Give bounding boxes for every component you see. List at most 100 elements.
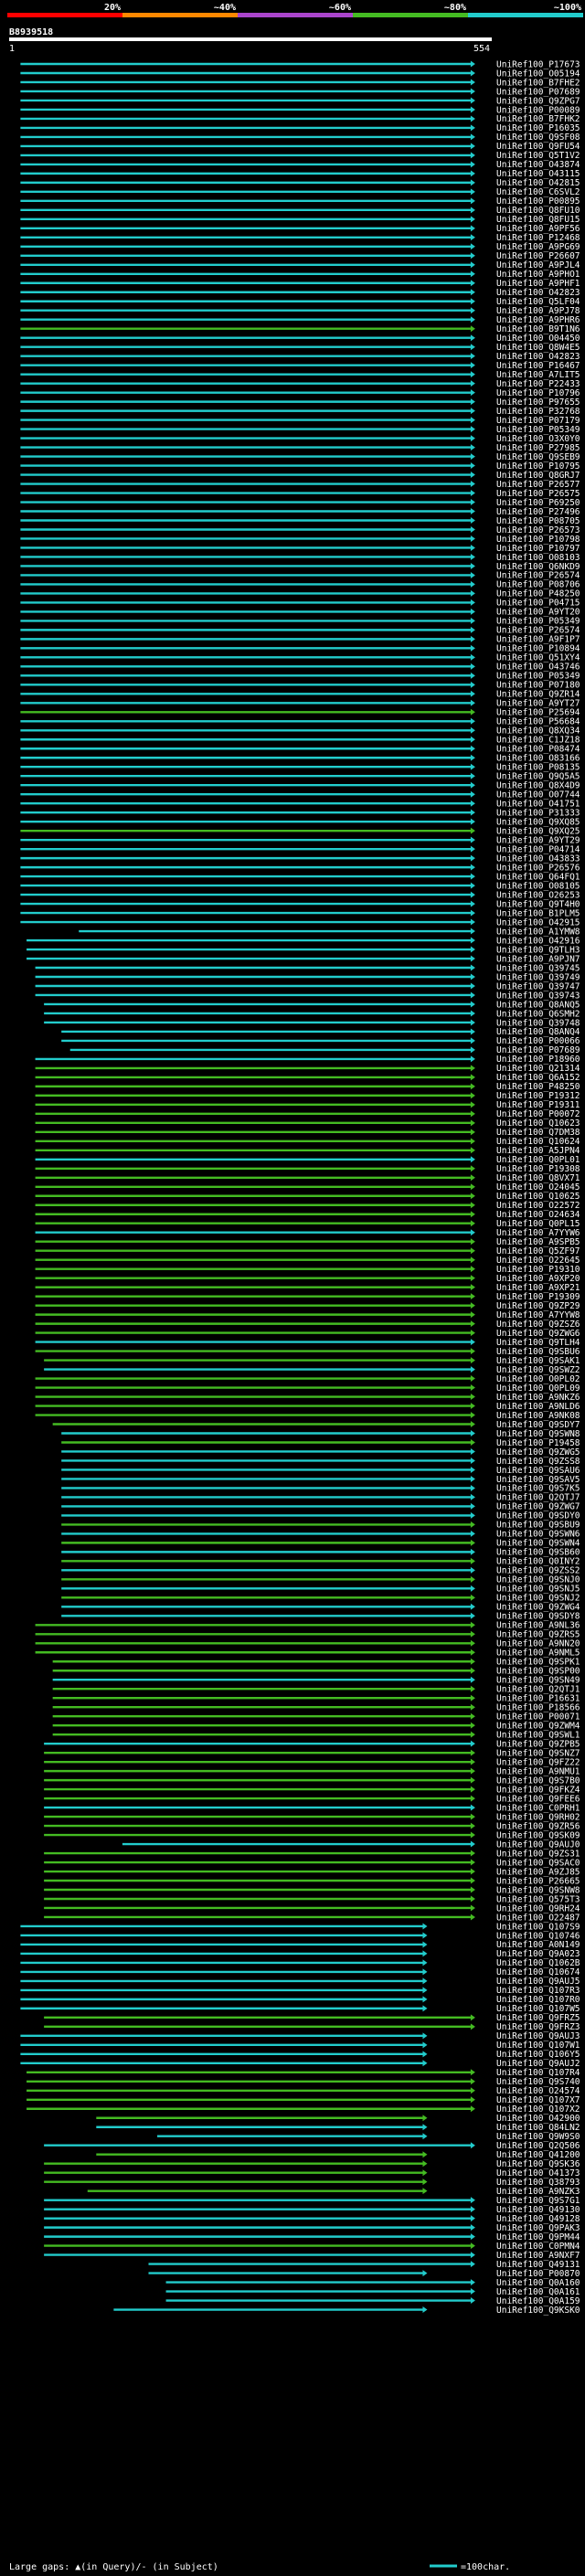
hit-label[interactable]: UniRef100_Q9W9S0: [496, 2132, 580, 2142]
hit-label[interactable]: UniRef100_Q8VX71: [496, 1173, 580, 1183]
hit-label[interactable]: UniRef100_P97655: [496, 398, 580, 408]
hit-label[interactable]: UniRef100_Q9SNW8: [496, 1885, 580, 1895]
hit-label[interactable]: UniRef100_O24045: [496, 1182, 580, 1193]
hit-label[interactable]: UniRef100_O04450: [496, 334, 580, 344]
hit-label[interactable]: UniRef100_Q8ANQ4: [496, 1027, 580, 1037]
hit-label[interactable]: UniRef100_Q10623: [496, 1118, 580, 1129]
hit-label[interactable]: UniRef100_P05349: [496, 672, 580, 682]
hit-label[interactable]: UniRef100_Q9SWN8: [496, 1429, 580, 1439]
hit-label[interactable]: UniRef100_P00066: [496, 1036, 580, 1046]
hit-label[interactable]: UniRef100_Q0A161: [496, 2287, 580, 2297]
hit-label[interactable]: UniRef100_O24574: [496, 2086, 580, 2096]
hit-label[interactable]: UniRef100_P05349: [496, 425, 580, 435]
hit-label[interactable]: UniRef100_P08474: [496, 745, 580, 755]
hit-label[interactable]: UniRef100_Q9SNZ7: [496, 1748, 580, 1758]
hit-label[interactable]: UniRef100_A9NL36: [496, 1621, 580, 1631]
hit-label[interactable]: UniRef100_O42823: [496, 352, 580, 362]
hit-label[interactable]: UniRef100_O42915: [496, 917, 580, 928]
hit-label[interactable]: UniRef100_Q9SP00: [496, 1667, 580, 1677]
hit-label[interactable]: UniRef100_Q9SK09: [496, 1830, 580, 1840]
hit-label[interactable]: UniRef100_P19310: [496, 1265, 580, 1275]
hit-label[interactable]: UniRef100_P26576: [496, 863, 580, 873]
hit-label[interactable]: UniRef100_P19312: [496, 1091, 580, 1101]
hit-label[interactable]: UniRef100_Q9AUJ5: [496, 1977, 580, 1987]
hit-label[interactable]: UniRef100_P10796: [496, 388, 580, 398]
hit-label[interactable]: UniRef100_P26573: [496, 525, 580, 535]
hit-label[interactable]: UniRef100_Q9FU54: [496, 142, 580, 152]
hit-label[interactable]: UniRef100_Q51XY4: [496, 653, 580, 663]
hit-label[interactable]: UniRef100_O22487: [496, 1913, 580, 1923]
hit-label[interactable]: UniRef100_C1JZ18: [496, 736, 580, 746]
hit-label[interactable]: UniRef100_Q9SB60: [496, 1548, 580, 1558]
hit-label[interactable]: UniRef100_Q9ZS31: [496, 1849, 580, 1859]
hit-label[interactable]: UniRef100_O26253: [496, 890, 580, 900]
hit-label[interactable]: UniRef100_P07180: [496, 681, 580, 691]
hit-label[interactable]: UniRef100_Q9SWZ2: [496, 1365, 580, 1375]
hit-label[interactable]: UniRef100_O22645: [496, 1256, 580, 1266]
hit-label[interactable]: UniRef100_Q49130: [496, 2205, 580, 2215]
hit-label[interactable]: UniRef100_A9PHR6: [496, 315, 580, 325]
hit-label[interactable]: UniRef100_A9ZJ85: [496, 1867, 580, 1877]
hit-label[interactable]: UniRef100_P00089: [496, 105, 580, 115]
hit-label[interactable]: UniRef100_Q9SBU6: [496, 1347, 580, 1357]
hit-label[interactable]: UniRef100_Q9Q5A5: [496, 772, 580, 782]
hit-label[interactable]: UniRef100_P18960: [496, 1055, 580, 1065]
hit-label[interactable]: UniRef100_Q2QTJ1: [496, 1685, 580, 1695]
hit-label[interactable]: UniRef100_Q9ZPG7: [496, 96, 580, 106]
hit-label[interactable]: UniRef100_P27985: [496, 443, 580, 453]
hit-label[interactable]: UniRef100_Q9S7B0: [496, 1776, 580, 1786]
hit-label[interactable]: UniRef100_A9NK08: [496, 1411, 580, 1421]
hit-label[interactable]: UniRef100_Q9ZR14: [496, 690, 580, 700]
hit-label[interactable]: UniRef100_A9PJ78: [496, 306, 580, 316]
hit-label[interactable]: UniRef100_A9XP21: [496, 1283, 580, 1293]
hit-label[interactable]: UniRef100_Q9FKZ4: [496, 1785, 580, 1795]
hit-label[interactable]: UniRef100_P08706: [496, 580, 580, 590]
hit-label[interactable]: UniRef100_A7YYW8: [496, 1310, 580, 1320]
hit-label[interactable]: UniRef100_Q9S7K5: [496, 1484, 580, 1494]
hit-label[interactable]: UniRef100_Q6NKD9: [496, 562, 580, 572]
hit-label[interactable]: UniRef100_P26577: [496, 480, 580, 490]
hit-label[interactable]: UniRef100_Q2QTJ7: [496, 1493, 580, 1503]
hit-label[interactable]: UniRef100_Q9ZP29: [496, 1301, 580, 1311]
hit-label[interactable]: UniRef100_P26574: [496, 571, 580, 581]
hit-label[interactable]: UniRef100_Q0INY2: [496, 1557, 580, 1567]
hit-label[interactable]: UniRef100_Q8ANQ5: [496, 1000, 580, 1010]
hit-label[interactable]: UniRef100_Q107S9: [496, 1922, 580, 1932]
hit-label[interactable]: UniRef100_A9PHF1: [496, 279, 580, 289]
hit-label[interactable]: UniRef100_Q9SK36: [496, 2159, 580, 2169]
hit-label[interactable]: UniRef100_P17673: [496, 59, 580, 69]
hit-label[interactable]: UniRef100_Q8FU10: [496, 206, 580, 216]
hit-label[interactable]: UniRef100_Q9FZ22: [496, 1757, 580, 1767]
hit-label[interactable]: UniRef100_A9SPB5: [496, 1237, 580, 1247]
hit-label[interactable]: UniRef100_P26607: [496, 251, 580, 261]
hit-label[interactable]: UniRef100_A7YYW6: [496, 1228, 580, 1238]
hit-label[interactable]: UniRef100_Q10674: [496, 1967, 580, 1977]
hit-label[interactable]: UniRef100_Q8X4D9: [496, 781, 580, 791]
hit-label[interactable]: UniRef100_Q9RH24: [496, 1903, 580, 1913]
hit-label[interactable]: UniRef100_Q9KSK0: [496, 2306, 580, 2316]
hit-label[interactable]: UniRef100_Q0A160: [496, 2278, 580, 2288]
hit-label[interactable]: UniRef100_P31333: [496, 808, 580, 818]
hit-label[interactable]: UniRef100_A9PG69: [496, 242, 580, 252]
hit-label[interactable]: UniRef100_Q9FEE6: [496, 1794, 580, 1804]
hit-label[interactable]: UniRef100_P26575: [496, 489, 580, 499]
hit-label[interactable]: UniRef100_Q9XQ25: [496, 826, 580, 836]
hit-label[interactable]: UniRef100_P19309: [496, 1292, 580, 1302]
hit-label[interactable]: UniRef100_P22433: [496, 379, 580, 389]
hit-label[interactable]: UniRef100_P07689: [496, 87, 580, 97]
hit-label[interactable]: UniRef100_Q10746: [496, 1931, 580, 1941]
hit-label[interactable]: UniRef100_Q9A023: [496, 1949, 580, 1959]
hit-label[interactable]: UniRef100_P16035: [496, 123, 580, 133]
hit-label[interactable]: UniRef100_Q21314: [496, 1064, 580, 1074]
hit-label[interactable]: UniRef100_Q5ZF97: [496, 1246, 580, 1256]
hit-label[interactable]: UniRef100_Q10624: [496, 1137, 580, 1147]
hit-label[interactable]: UniRef100_P07179: [496, 416, 580, 426]
hit-label[interactable]: UniRef100_Q9S7G1: [496, 2196, 580, 2206]
hit-label[interactable]: UniRef100_Q9SNJ0: [496, 1575, 580, 1585]
hit-label[interactable]: UniRef100_P10795: [496, 461, 580, 472]
hit-label[interactable]: UniRef100_Q0PL15: [496, 1219, 580, 1229]
hit-label[interactable]: UniRef100_Q9SDY0: [496, 1511, 580, 1521]
hit-label[interactable]: UniRef100_Q9SBU9: [496, 1521, 580, 1531]
hit-label[interactable]: UniRef100_A0N149: [496, 1940, 580, 1950]
hit-label[interactable]: UniRef100_P10894: [496, 644, 580, 654]
